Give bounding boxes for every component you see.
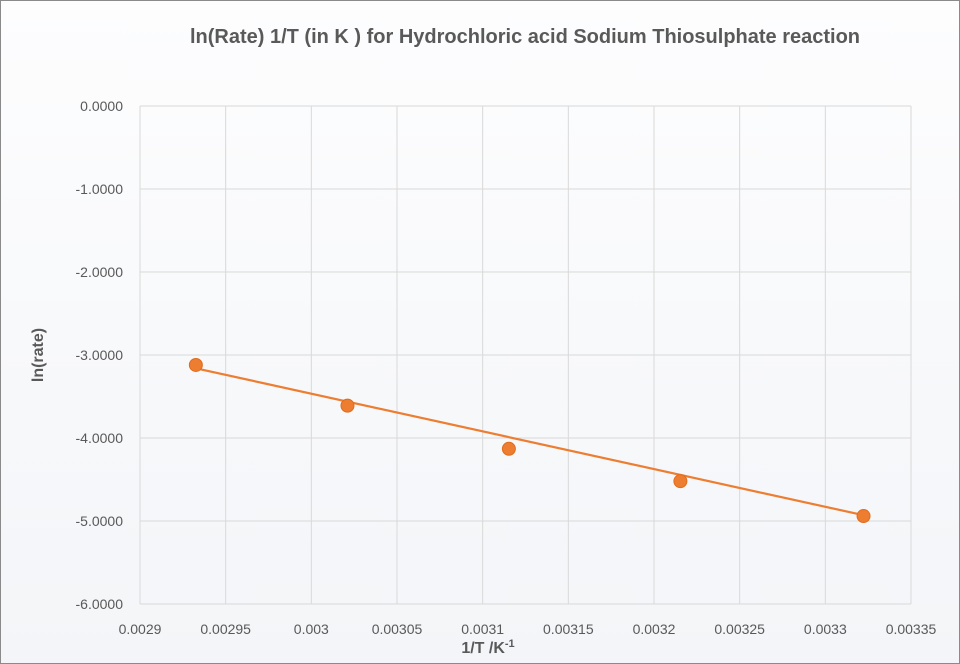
trendline-segment	[195, 367, 864, 517]
x-tick-labels: 0.0029 0.00295 0.003 0.00305 0.0031 0.00315 0.…	[119, 621, 937, 637]
y-tick-label: 0.0000	[80, 98, 123, 114]
x-tick-label: 0.0031	[461, 621, 504, 637]
x-tick-label: 0.00325	[714, 621, 765, 637]
data-point	[340, 398, 355, 413]
y-tick-labels: 0.0000 -1.0000 -2.0000 -3.0000 -4.0000 -5.000…	[76, 98, 124, 612]
x-tick-label: 0.0029	[119, 621, 162, 637]
x-tick-label: 0.0032	[633, 621, 676, 637]
gridlines	[139, 105, 912, 605]
y-tick-label: -3.0000	[76, 347, 124, 363]
x-tick-label: 0.00335	[886, 621, 937, 637]
y-tick-label: -2.0000	[76, 264, 124, 280]
y-tick-label: -4.0000	[76, 430, 124, 446]
x-tick-label: 0.0033	[804, 621, 847, 637]
x-tick-label: 0.00305	[372, 621, 423, 637]
x-tick-label: 0.003	[294, 621, 329, 637]
data-points	[188, 357, 871, 524]
data-point	[673, 474, 688, 489]
x-tick-label: 0.00295	[200, 621, 251, 637]
y-axis-label: ln(rate)	[30, 328, 47, 382]
y-tick-label: -1.0000	[76, 181, 124, 197]
data-point	[188, 357, 203, 372]
y-tick-label: -6.0000	[76, 596, 124, 612]
trendline	[195, 367, 864, 517]
x-axis-label: 1/T /K-1	[461, 638, 514, 657]
x-axis-label-superscript: -1	[505, 638, 515, 650]
y-tick-label: -5.0000	[76, 513, 124, 529]
chart-title: ln(Rate) 1/T (in K ) for Hydrochloric ac…	[190, 26, 860, 48]
data-point	[856, 509, 871, 524]
x-tick-label: 0.00315	[543, 621, 594, 637]
x-axis-label-text: 1/T /K	[461, 640, 505, 657]
data-point	[501, 441, 516, 456]
